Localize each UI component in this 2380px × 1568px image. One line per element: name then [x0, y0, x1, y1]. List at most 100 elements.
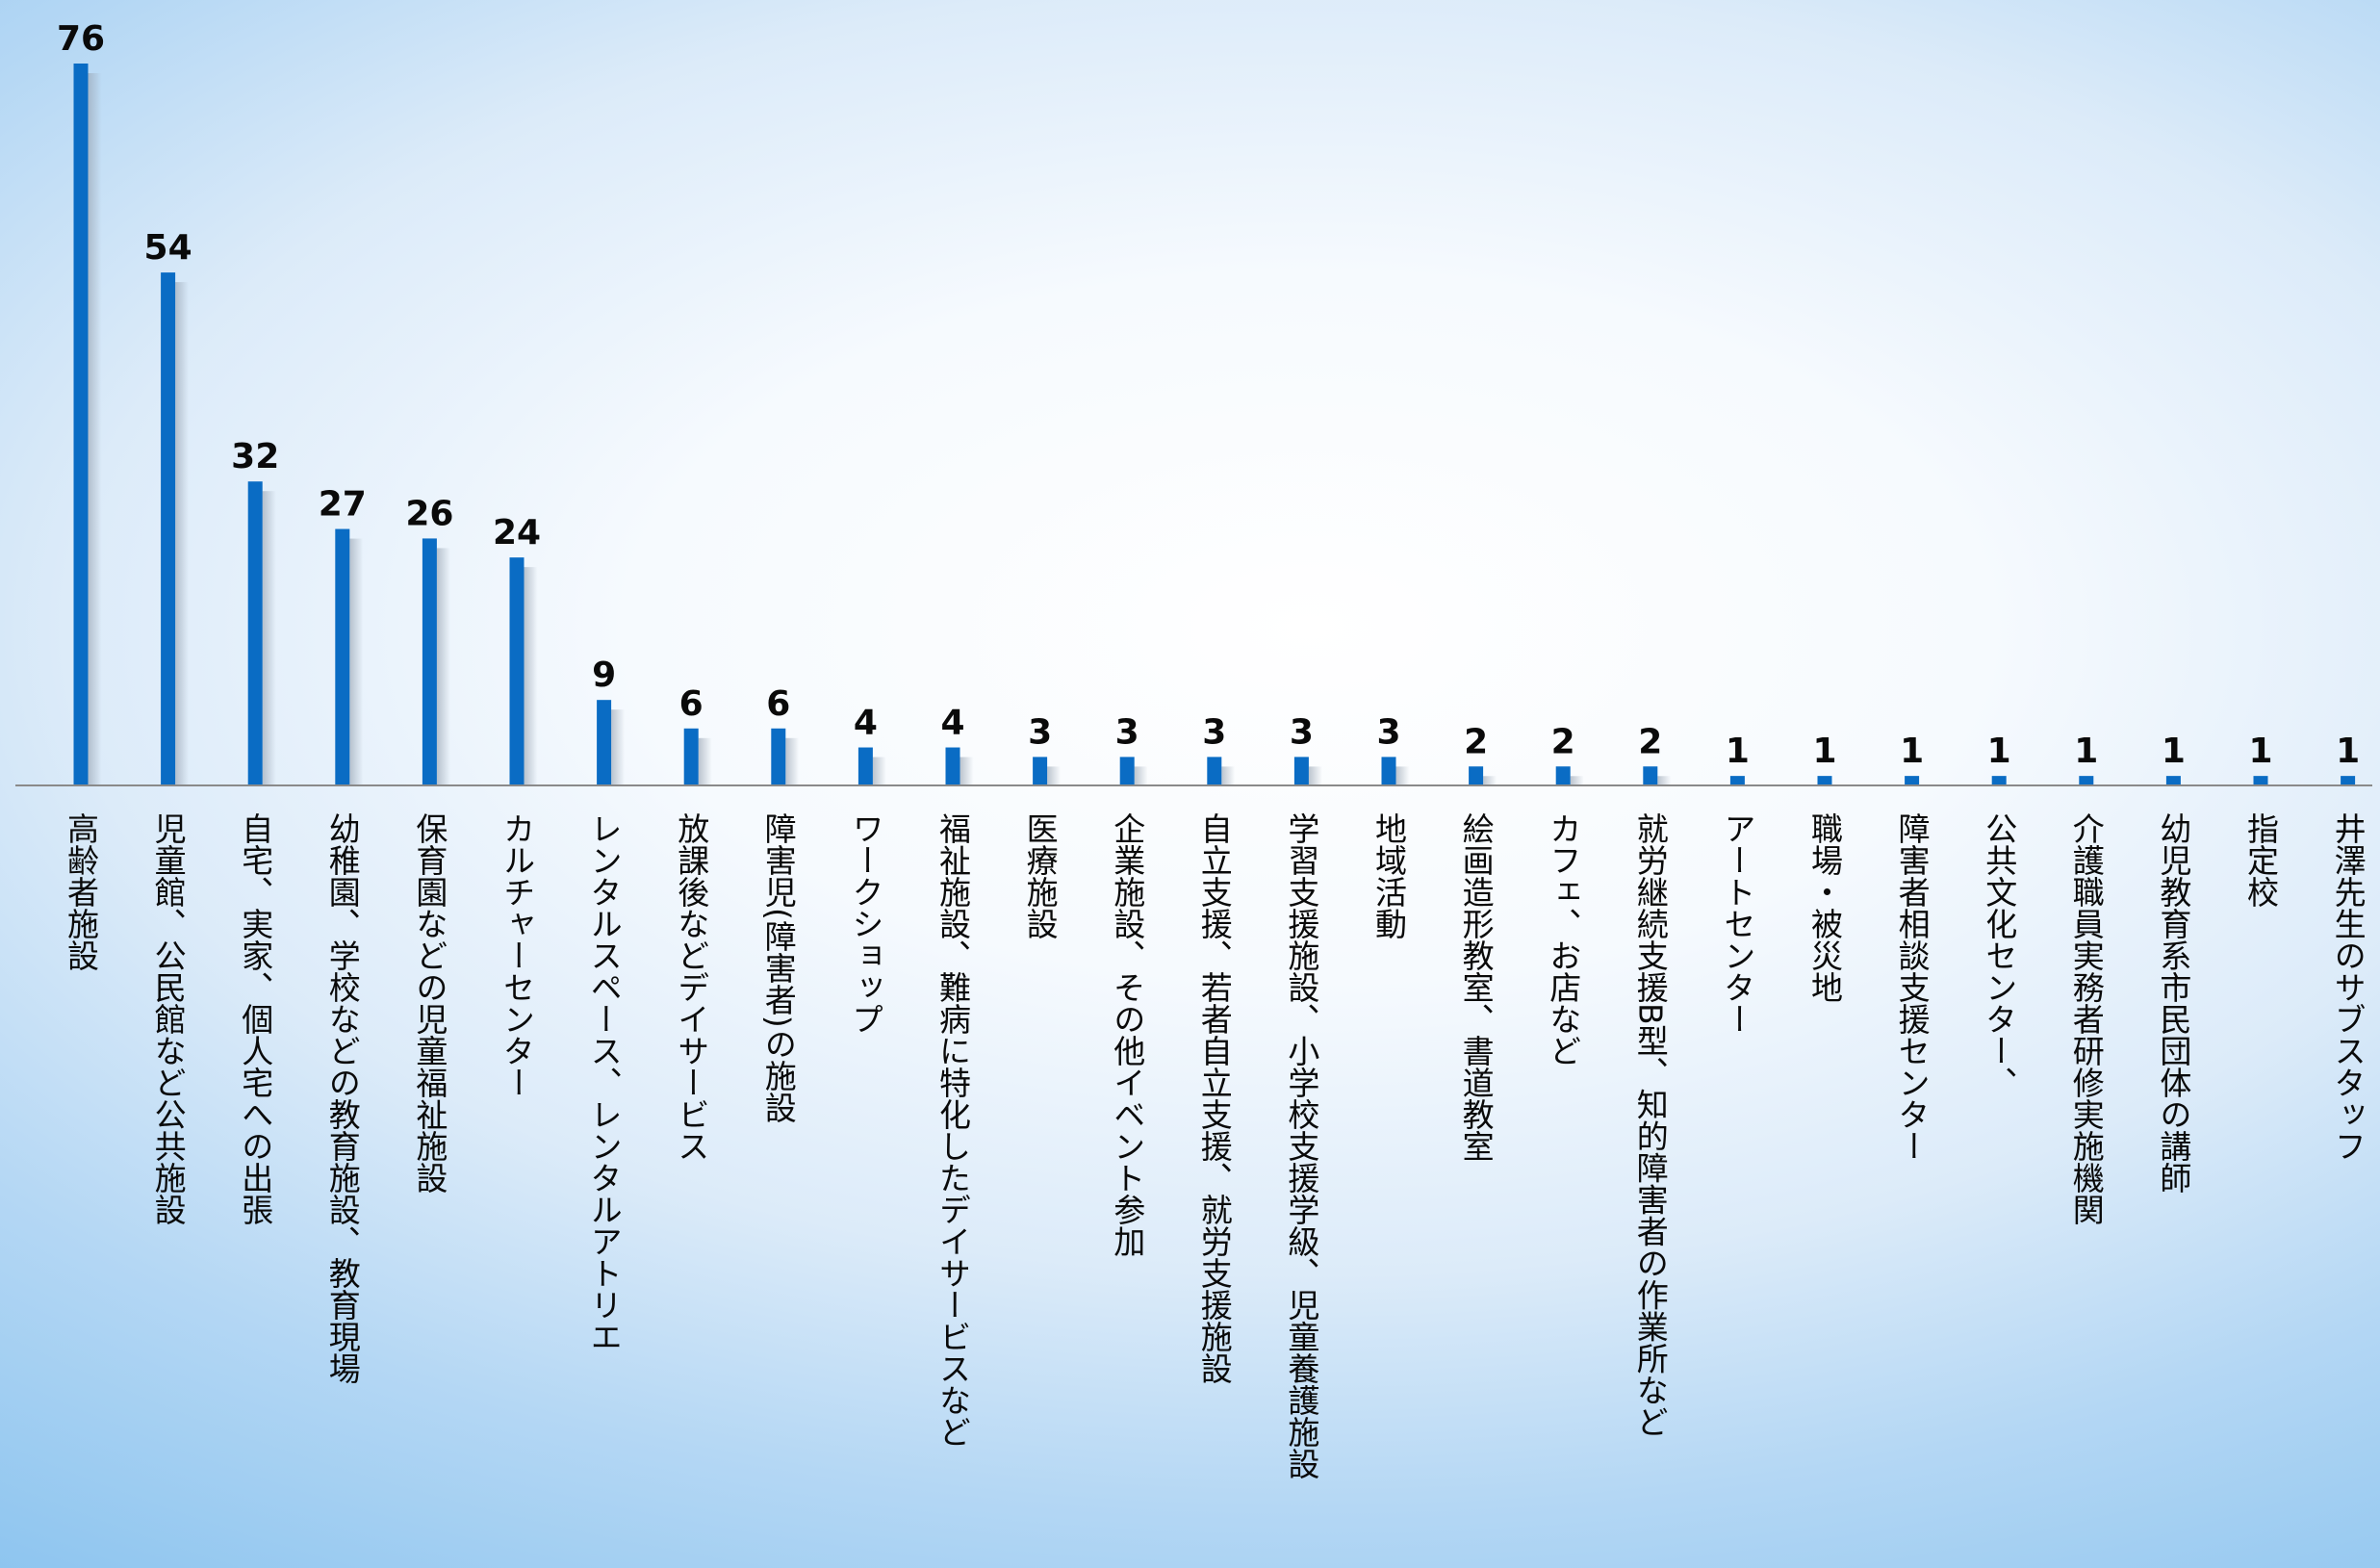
- bar-value-label: 1: [2248, 732, 2272, 771]
- category-label: 障害児(障害者)の施設: [759, 812, 797, 1123]
- category-label: 医療施設: [1021, 812, 1059, 939]
- bar-value-label: 1: [2336, 732, 2360, 771]
- bar: [2253, 776, 2268, 785]
- category-label: 学習支援施設、小学校支援学級、児童養護施設: [1283, 812, 1320, 1479]
- bar-shadow: [175, 282, 190, 786]
- bar-value-label: 2: [1464, 722, 1488, 761]
- category-label: 井澤先生のサブスタッフ: [2329, 812, 2367, 1162]
- bar-value-label: 4: [854, 704, 878, 743]
- category-label: 高齢者施設: [63, 812, 100, 971]
- bar-shadow: [262, 491, 276, 785]
- bar: [1817, 776, 1832, 785]
- category-label: 自宅、実家、個人宅への出張: [237, 812, 274, 1225]
- bar: [1643, 766, 1658, 785]
- category-label: カフェ、お店など: [1545, 812, 1582, 1067]
- bar-value-label: 1: [2162, 732, 2186, 771]
- bar-value-label: 1: [1900, 732, 1924, 771]
- bar: [1905, 776, 1920, 785]
- bar: [1033, 757, 1048, 785]
- bar-value-label: 6: [679, 684, 704, 724]
- bar-value-label: 1: [1812, 732, 1836, 771]
- bar: [857, 747, 873, 785]
- bar-value-label: 6: [766, 684, 790, 724]
- bar-shadow: [1221, 766, 1236, 785]
- bar-shadow: [785, 737, 800, 785]
- bar: [2341, 776, 2356, 785]
- bar-shadow: [524, 567, 538, 785]
- category-label: 絵画造形教室、書道教室: [1457, 812, 1495, 1162]
- bar-shadow: [88, 73, 102, 785]
- bar: [161, 272, 176, 786]
- bar-shadow: [1483, 776, 1497, 785]
- bar: [422, 538, 437, 785]
- bar-value-label: 3: [1202, 712, 1226, 752]
- bar: [1555, 766, 1571, 785]
- bars: [73, 64, 2356, 786]
- bar: [771, 728, 786, 785]
- category-label: 自立支援、若者自立支援、就労支援施設: [1195, 812, 1233, 1384]
- bar-value-label: 1: [1987, 732, 2011, 771]
- category-label: 障害者相談支援センター: [1893, 812, 1931, 1162]
- category-label: 地域活動: [1370, 812, 1408, 939]
- bar-value-label: 3: [1376, 712, 1400, 752]
- category-label: レンタルスペース、レンタルアトリエ: [585, 812, 623, 1352]
- bar: [1469, 766, 1484, 785]
- bar-shadows: [88, 73, 1672, 786]
- bar-value-label: 24: [493, 513, 541, 553]
- bar-shadow: [872, 757, 886, 785]
- category-label: 放課後などデイサービス: [673, 812, 710, 1162]
- bar: [1119, 757, 1135, 785]
- bar: [945, 747, 960, 785]
- bar: [2079, 776, 2094, 785]
- category-label: 企業施設、その他イベント参加: [1109, 812, 1146, 1257]
- bar-value-label: 27: [319, 485, 367, 525]
- bar: [509, 557, 525, 785]
- category-label: 福祉施設、難病に特化したデイサービスなど: [934, 812, 972, 1448]
- bar-value-label: 3: [1115, 712, 1139, 752]
- bar: [597, 700, 612, 785]
- bar-value-label: 2: [1638, 722, 1662, 761]
- category-label: アートセンター: [1719, 812, 1756, 1035]
- bar: [683, 728, 699, 785]
- category-label: ワークショップ: [847, 812, 884, 1035]
- bar-shadow: [698, 737, 712, 785]
- category-label: 児童館、公民館など公共施設: [149, 812, 187, 1225]
- category-label: カルチャーセンター: [499, 812, 536, 1098]
- bar-value-label: 1: [1726, 732, 1750, 771]
- bar-value-label: 3: [1290, 712, 1314, 752]
- bar: [247, 481, 263, 785]
- category-label: 職場・被災地: [1806, 812, 1844, 1003]
- bar-shadow: [1134, 766, 1148, 785]
- category-label: 幼児教育系市民団体の講師: [2155, 812, 2192, 1194]
- bar: [1207, 757, 1222, 785]
- bar-shadow: [1308, 766, 1322, 785]
- bar: [73, 64, 89, 785]
- bar: [1293, 757, 1309, 785]
- category-label: 保育園などの児童福祉施設: [411, 812, 448, 1194]
- bar-shadow: [1570, 776, 1584, 785]
- category-label: 就労継続支援B型、知的障害者の作業所など: [1631, 812, 1669, 1438]
- bar-value-label: 32: [231, 437, 279, 476]
- bar-shadow: [611, 709, 626, 785]
- bar-shadow: [960, 757, 974, 785]
- category-label: 介護職員実務者研修実施機関: [2067, 812, 2105, 1225]
- bar: [1381, 757, 1396, 785]
- bar: [335, 528, 350, 785]
- bar: [1991, 776, 2007, 785]
- bar-value-label: 4: [940, 704, 964, 743]
- bar-shadow: [1395, 766, 1410, 785]
- bar-value-label: 9: [592, 655, 616, 695]
- bar-value-label: 54: [144, 228, 192, 268]
- bar-shadow: [436, 548, 450, 785]
- bar-value-label: 76: [57, 19, 105, 59]
- bar-value-label: 3: [1028, 712, 1052, 752]
- bar-value-label: 1: [2074, 732, 2098, 771]
- bar-shadow: [1047, 766, 1062, 785]
- bar-shadow: [1657, 776, 1672, 785]
- category-labels: 高齢者施設 児童館、公民館など公共施設 自宅、実家、個人宅への出張 幼稚園、学校などの…: [63, 812, 2367, 1479]
- category-label: 幼稚園、学校などの教育施設、教育現場: [323, 812, 361, 1384]
- bar-value-label: 26: [405, 494, 453, 533]
- bar-value-label: 2: [1551, 722, 1575, 761]
